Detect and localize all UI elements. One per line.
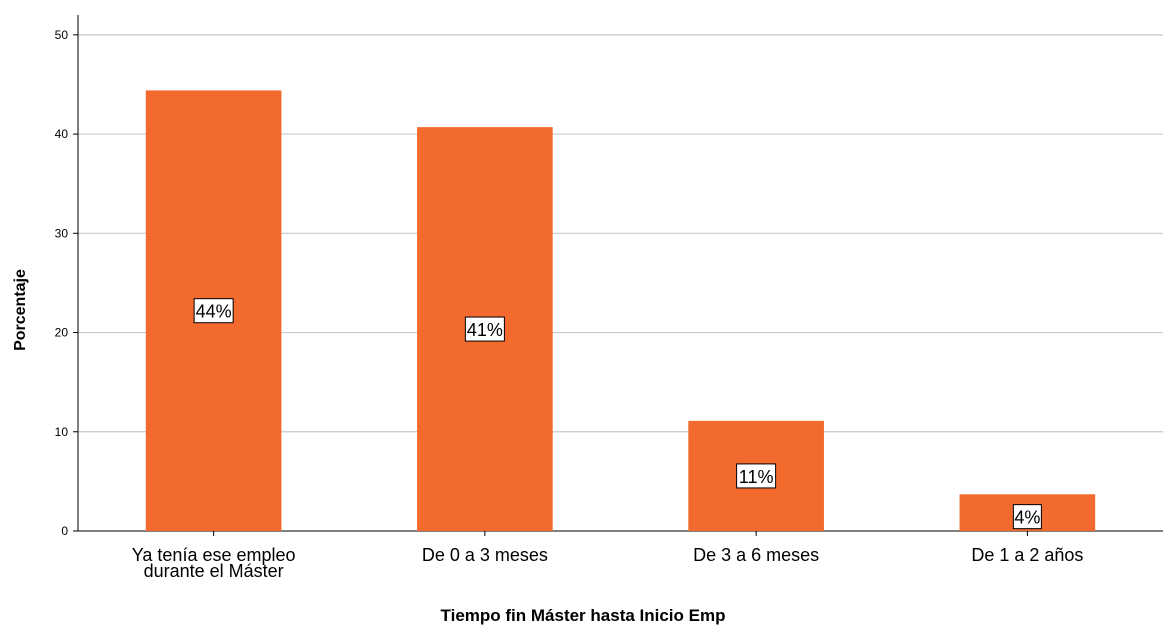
data-label: 11%: [739, 467, 774, 487]
data-label-box: [193, 298, 234, 324]
x-tick-label: De 3 a 6 meses: [693, 545, 819, 565]
data-label: 41%: [467, 320, 503, 340]
data-label: 44%: [196, 302, 232, 322]
data-label-box: [736, 463, 777, 489]
x-tick-label: Ya tenía ese empleo durante el Máster: [132, 545, 296, 581]
y-tick-label: 30: [55, 226, 69, 240]
y-axis-title-text: Porcentaje: [12, 269, 29, 351]
data-label-box: [1012, 504, 1042, 530]
data-label-box: [464, 316, 505, 342]
x-tick-label: De 0 a 3 meses: [422, 545, 548, 565]
x-axis-title: Tiempo fin Máster hasta Inicio Emp: [440, 606, 726, 625]
y-tick-label: 50: [55, 28, 69, 42]
y-tick-label: 10: [55, 425, 69, 439]
x-tick-label: De 1 a 2 años: [971, 545, 1083, 565]
y-axis-title: Porcentaje: [6, 269, 36, 351]
data-label: 4%: [1014, 508, 1040, 528]
y-tick-label: 20: [55, 326, 69, 340]
y-tick-label: 40: [55, 127, 69, 141]
y-tick-label: 0: [61, 524, 68, 538]
